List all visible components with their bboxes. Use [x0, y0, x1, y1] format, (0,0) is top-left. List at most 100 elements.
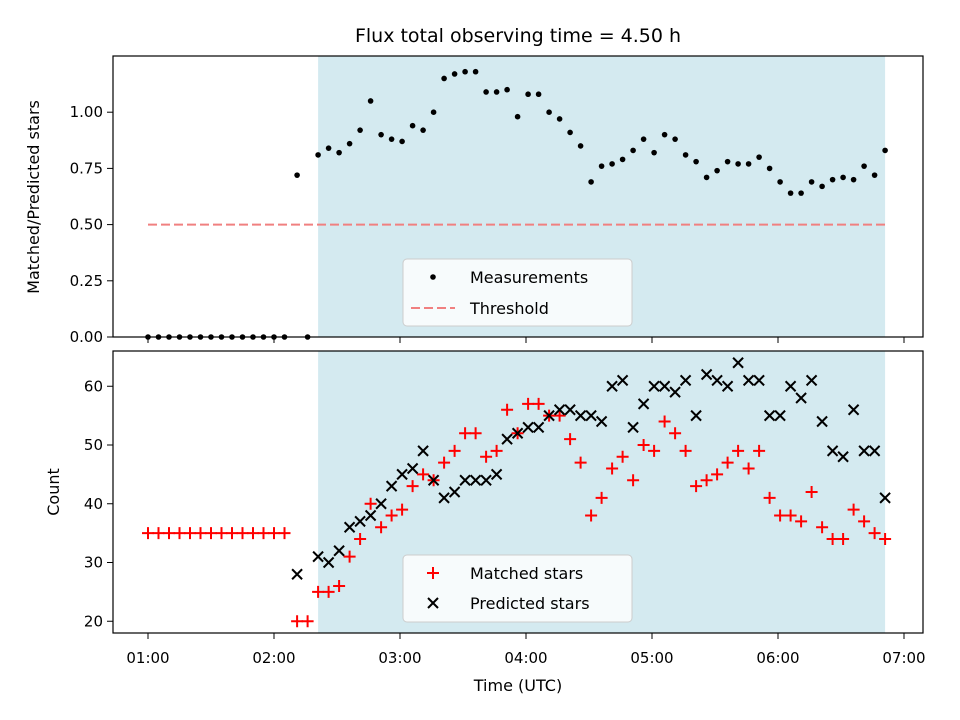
- measurement-point: [315, 152, 321, 158]
- top-panel-frame: [112, 55, 924, 338]
- measurement-point: [525, 91, 531, 98]
- predicted-star-point: [826, 445, 839, 457]
- measurement-point: [346, 140, 353, 147]
- matched-star-point: [301, 615, 314, 628]
- predicted-star-point: [742, 374, 755, 387]
- matched-star-point: [142, 527, 154, 540]
- predicted-star-point: [564, 404, 576, 416]
- measurement-point: [472, 68, 479, 75]
- matched-star-point: [553, 409, 566, 422]
- matched-star-point: [312, 585, 325, 598]
- measurement-point: [724, 158, 731, 165]
- matched-star-point: [795, 515, 808, 528]
- matched-star-point: [564, 433, 577, 446]
- matched-star-point: [257, 527, 270, 540]
- matched-star-point: [152, 527, 165, 540]
- x-tick-label: 05:00: [630, 649, 673, 667]
- matched-star-point: [226, 527, 238, 540]
- predicted-star-point: [511, 427, 524, 439]
- x-tick-label: 06:00: [756, 649, 799, 667]
- measurement-point: [483, 89, 489, 95]
- matched-star-point: [215, 527, 228, 540]
- predicted-star-point: [658, 380, 671, 392]
- predicted-star-point: [595, 415, 608, 428]
- predicted-star-point: [553, 404, 566, 416]
- measurement-point: [745, 161, 752, 167]
- top-y-ticks: 0.00 0.25 0.50 0.75 1.00: [70, 103, 113, 346]
- y-tick-label: 50: [84, 436, 103, 454]
- bottom-legend-box: [402, 554, 633, 623]
- predicted-star-points: [291, 357, 891, 580]
- matched-star-point: [501, 403, 514, 416]
- predicted-legend-marker: [427, 597, 439, 609]
- y-tick-label: 0.00: [70, 328, 103, 346]
- measurement-point: [693, 158, 699, 165]
- predicted-star-point: [847, 404, 860, 416]
- predicted-star-point: [312, 550, 324, 563]
- matched-star-point: [837, 533, 850, 545]
- predicted-star-point: [364, 509, 377, 522]
- measurement-point: [630, 147, 636, 154]
- matched-star-point: [753, 444, 766, 457]
- matched-star-point: [774, 509, 787, 522]
- matched-star-point: [278, 527, 291, 540]
- measurement-point: [808, 179, 815, 185]
- predicted-star-point: [396, 468, 408, 481]
- matched-star-point: [448, 444, 461, 457]
- matched-star-point: [585, 509, 598, 522]
- matched-star-point: [490, 444, 503, 457]
- predicted-star-point: [858, 445, 870, 457]
- matched-star-point: [669, 427, 682, 440]
- measurement-point: [294, 172, 300, 178]
- measurement-point: [535, 91, 542, 98]
- matched-star-point: [205, 527, 217, 540]
- predicted-star-point: [427, 474, 440, 486]
- matched-star-point: [480, 450, 493, 463]
- predicted-star-point: [501, 433, 513, 445]
- measurement-point: [766, 165, 773, 172]
- measurement-point: [462, 68, 468, 75]
- predicted-star-point: [763, 409, 776, 422]
- matched-legend-label: Matched stars: [470, 564, 583, 583]
- matched-star-point: [847, 503, 860, 516]
- bottom-panel-frame: [112, 350, 924, 634]
- top-y-axis-label: Matched/Predicted stars: [24, 100, 43, 294]
- x-tick-label: 07:00: [882, 649, 925, 667]
- predicted-star-point: [753, 374, 765, 387]
- predicted-star-point: [574, 409, 587, 422]
- predicted-star-point: [648, 380, 660, 392]
- predicted-star-point: [291, 568, 303, 580]
- matched-star-point: [616, 450, 629, 463]
- matched-star-point: [763, 491, 776, 504]
- measurement-point: [430, 109, 437, 115]
- measurement-point: [409, 122, 416, 129]
- predicted-star-point: [805, 374, 818, 387]
- predicted-star-point: [784, 380, 797, 392]
- measurement-point: [357, 127, 363, 133]
- measurement-point: [451, 71, 458, 77]
- matched-star-point: [532, 397, 545, 410]
- predicted-star-point: [469, 474, 482, 486]
- x-tick-label: 02:00: [252, 649, 295, 667]
- chart-title: Flux total observing time = 4.50 h: [355, 25, 681, 47]
- matched-star-point: [396, 503, 409, 516]
- matched-star-point: [700, 474, 713, 487]
- measurement-point: [850, 176, 857, 183]
- predicted-star-point: [459, 474, 471, 486]
- measurement-point: [777, 179, 783, 185]
- measurement-point: [493, 89, 500, 95]
- bottom-x-ticks: 01:00 02:00 03:00 04:00 05:00 06:00 07:00: [126, 633, 926, 667]
- predicted-star-point: [700, 368, 713, 381]
- predicted-star-point: [480, 474, 492, 486]
- measurement-point: [556, 116, 563, 122]
- matched-star-point: [711, 468, 724, 481]
- measurement-point: [567, 129, 573, 136]
- predicted-star-point: [532, 421, 545, 434]
- matched-star-point: [690, 480, 703, 493]
- measurement-point: [388, 136, 395, 142]
- matched-star-point: [721, 456, 734, 469]
- matched-star-point: [595, 491, 608, 504]
- matched-star-point: [574, 456, 587, 469]
- measurement-point: [819, 183, 825, 190]
